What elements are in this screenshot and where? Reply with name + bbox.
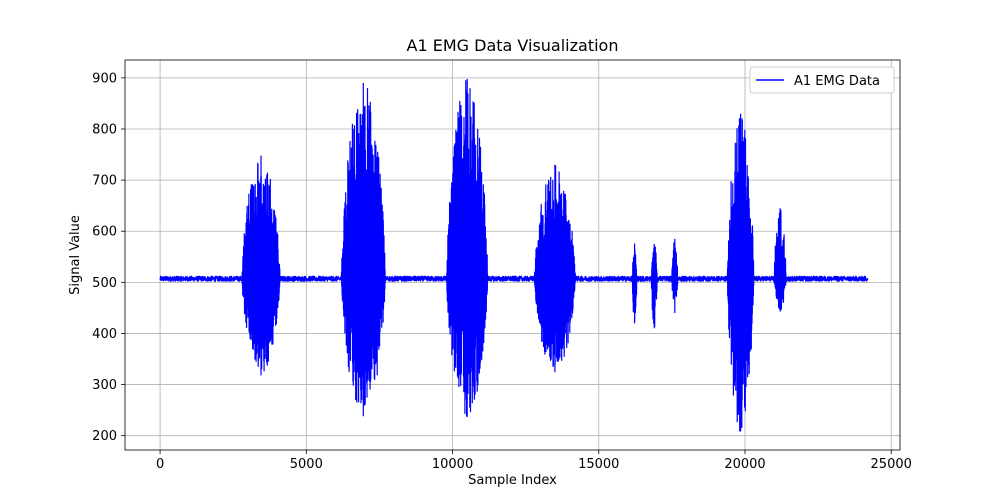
y-tick-label: 500 [92,276,117,291]
x-tick-label: 0 [156,457,164,472]
legend-label: A1 EMG Data [794,74,880,89]
y-axis: 200 300 400 500 600 700 800 900 [92,71,125,444]
legend-box [749,66,895,94]
y-tick-label: 800 [92,123,117,138]
chart-title: A1 EMG Data Visualization [407,36,619,55]
y-tick-label: 600 [92,225,117,240]
y-axis-label: Signal Value [68,215,83,295]
legend: A1 EMG Data [749,66,895,94]
x-tick-label: 20000 [724,457,765,472]
x-axis-label: Sample Index [468,473,557,488]
plot-frame [124,59,901,451]
x-tick-label: 15000 [578,457,619,472]
x-tick-label: 25000 [871,457,912,472]
y-tick-label: 400 [92,327,117,342]
x-tick-label: 5000 [290,457,323,472]
y-tick-label: 300 [92,378,117,393]
y-tick-label: 700 [92,174,117,189]
x-axis: 0 5000 10000 15000 20000 25000 [156,450,912,472]
x-tick-label: 10000 [432,457,473,472]
y-tick-label: 200 [92,429,117,444]
y-tick-label: 900 [92,71,117,86]
series-line-0 [159,78,869,432]
series-layer [159,78,869,432]
